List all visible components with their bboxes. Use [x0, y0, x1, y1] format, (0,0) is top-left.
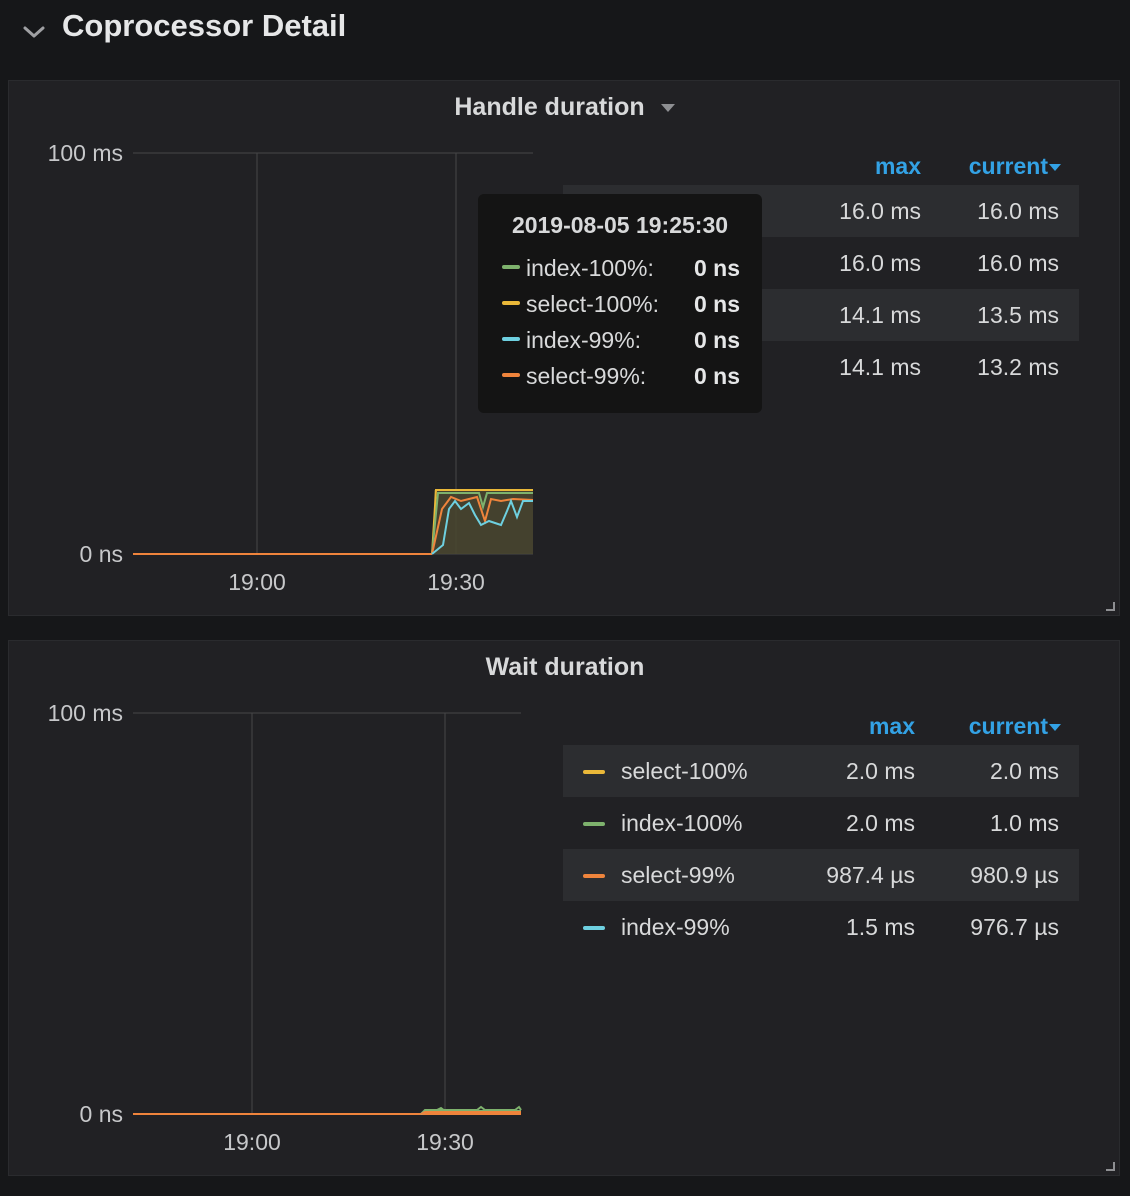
row-header[interactable]: Coprocessor Detail: [0, 0, 1130, 62]
legend-max-value: 16.0 ms: [839, 250, 921, 276]
graph-tooltip: 2019-08-05 19:25:30 index-100%: 0 ns selec…: [478, 194, 762, 413]
legend-header-max[interactable]: max: [874, 153, 921, 179]
tooltip-series-name: select-99%:: [526, 363, 647, 389]
row-title: Coprocessor Detail: [62, 8, 347, 43]
graph-wait-duration[interactable]: 19:00 19:30 0 ns 100 ms: [9, 641, 561, 1177]
legend-swatch[interactable]: [583, 874, 605, 878]
legend-max-value: 2.0 ms: [845, 810, 915, 836]
tooltip-swatch: [502, 373, 520, 377]
legend-max-value: 14.1 ms: [839, 302, 921, 328]
legend-row[interactable]: index-99% 1.5 ms 976.7 µs: [563, 901, 1079, 953]
legend-max-value: 16.0 ms: [839, 198, 921, 224]
panel-title-text[interactable]: Wait duration: [485, 653, 645, 681]
tooltip-value: 0 ns: [693, 327, 740, 353]
tooltip-row: select-100%: 0 ns: [500, 286, 750, 322]
tooltip-value: 0 ns: [693, 363, 740, 389]
legend-row[interactable]: 16.0 ms 16.0 ms: [563, 237, 1079, 289]
legend-row[interactable]: select-100% 2.0 ms 2.0 ms: [563, 745, 1079, 797]
x-tick-label: 19:30: [416, 1129, 474, 1155]
tooltip-row: select-99%: 0 ns: [500, 358, 750, 394]
x-tick-label: 19:30: [427, 569, 485, 595]
graph-handle-duration[interactable]: 19:00 19:30 0 ns 100 ms: [9, 81, 569, 617]
legend-current-value: 13.2 ms: [977, 354, 1059, 380]
sort-caret-down-icon: [1049, 723, 1061, 731]
x-tick-label: 19:00: [223, 1129, 281, 1155]
sort-caret-down-icon: [1049, 163, 1061, 171]
legend-current-value: 980.9 µs: [970, 862, 1059, 888]
legend-swatch[interactable]: [583, 770, 605, 774]
series-line-select-99: [431, 495, 534, 555]
x-tick-label: 19:00: [228, 569, 286, 595]
legend-header-max[interactable]: max: [868, 713, 915, 739]
series-line-index-100: [431, 492, 533, 555]
legend-max-value: 1.5 ms: [845, 914, 915, 940]
legend-current-value: 2.0 ms: [989, 758, 1059, 784]
series-area-fill: [434, 490, 533, 554]
legend-max-value: 987.4 µs: [826, 862, 915, 888]
legend-header-current-label[interactable]: current: [968, 713, 1048, 739]
y-tick-label: 0 ns: [80, 541, 123, 567]
legend-row[interactable]: index-100% 2.0 ms 1.0 ms: [563, 797, 1079, 849]
legend-current-value: 976.7 µs: [970, 914, 1059, 940]
legend-header-current-label[interactable]: current: [968, 153, 1048, 179]
legend-current-value: 16.0 ms: [977, 198, 1059, 224]
tooltip-series-name: index-99%:: [526, 327, 642, 353]
y-tick-label: 0 ns: [80, 1101, 123, 1127]
legend-row[interactable]: select-99% 987.4 µs 980.9 µs: [563, 849, 1079, 901]
tooltip-time: 2019-08-05 19:25:30: [511, 212, 729, 238]
panel-title[interactable]: Wait duration: [9, 653, 1121, 682]
caret-down-icon[interactable]: [660, 103, 676, 113]
y-tick-label: 100 ms: [48, 700, 123, 726]
tooltip-row: index-100%: 0 ns: [500, 250, 750, 286]
panel-title-text[interactable]: Handle duration: [454, 93, 645, 121]
legend-series-name[interactable]: index-99%: [621, 914, 730, 940]
tooltip-swatch: [502, 301, 520, 305]
resize-handle-icon[interactable]: [1105, 1161, 1115, 1171]
resize-handle-icon[interactable]: [1105, 601, 1115, 611]
panel-handle-duration: Handle duration 19:00 19:30 0 ns 100 ms max…: [8, 80, 1120, 616]
series-line-select-99: [420, 1111, 521, 1115]
legend-series-name[interactable]: select-99%: [621, 862, 735, 888]
tooltip-swatch: [502, 265, 520, 269]
legend-series-name[interactable]: index-100%: [621, 810, 743, 836]
tooltip-row: index-99%: 0 ns: [500, 322, 750, 358]
legend-swatch[interactable]: [583, 926, 605, 930]
legend-swatch[interactable]: [583, 822, 605, 826]
panel-wait-duration: Wait duration 19:00 19:30 0 ns 100 ms max c…: [8, 640, 1120, 1176]
tooltip-series-name: select-100%:: [526, 291, 659, 317]
legend-max-value: 14.1 ms: [839, 354, 921, 380]
series-line-index-99: [431, 498, 533, 555]
chevron-down-icon[interactable]: [22, 22, 46, 42]
legend-max-value: 2.0 ms: [845, 758, 915, 784]
legend-current-value: 16.0 ms: [977, 250, 1059, 276]
legend-header-current[interactable]: current: [949, 153, 1061, 180]
panel-title[interactable]: Handle duration: [9, 93, 1121, 122]
tooltip-swatch: [502, 337, 520, 341]
legend-header-current[interactable]: current: [949, 713, 1061, 740]
legend-current-value: 13.5 ms: [977, 302, 1059, 328]
y-tick-label: 100 ms: [48, 140, 123, 166]
tooltip-value: 0 ns: [693, 291, 740, 317]
tooltip-series-name: index-100%:: [526, 255, 654, 281]
legend-series-name[interactable]: select-100%: [621, 758, 748, 784]
legend-row[interactable]: 14.1 ms 13.2 ms: [563, 341, 1079, 393]
tooltip-value: 0 ns: [693, 255, 740, 281]
legend-current-value: 1.0 ms: [989, 810, 1059, 836]
